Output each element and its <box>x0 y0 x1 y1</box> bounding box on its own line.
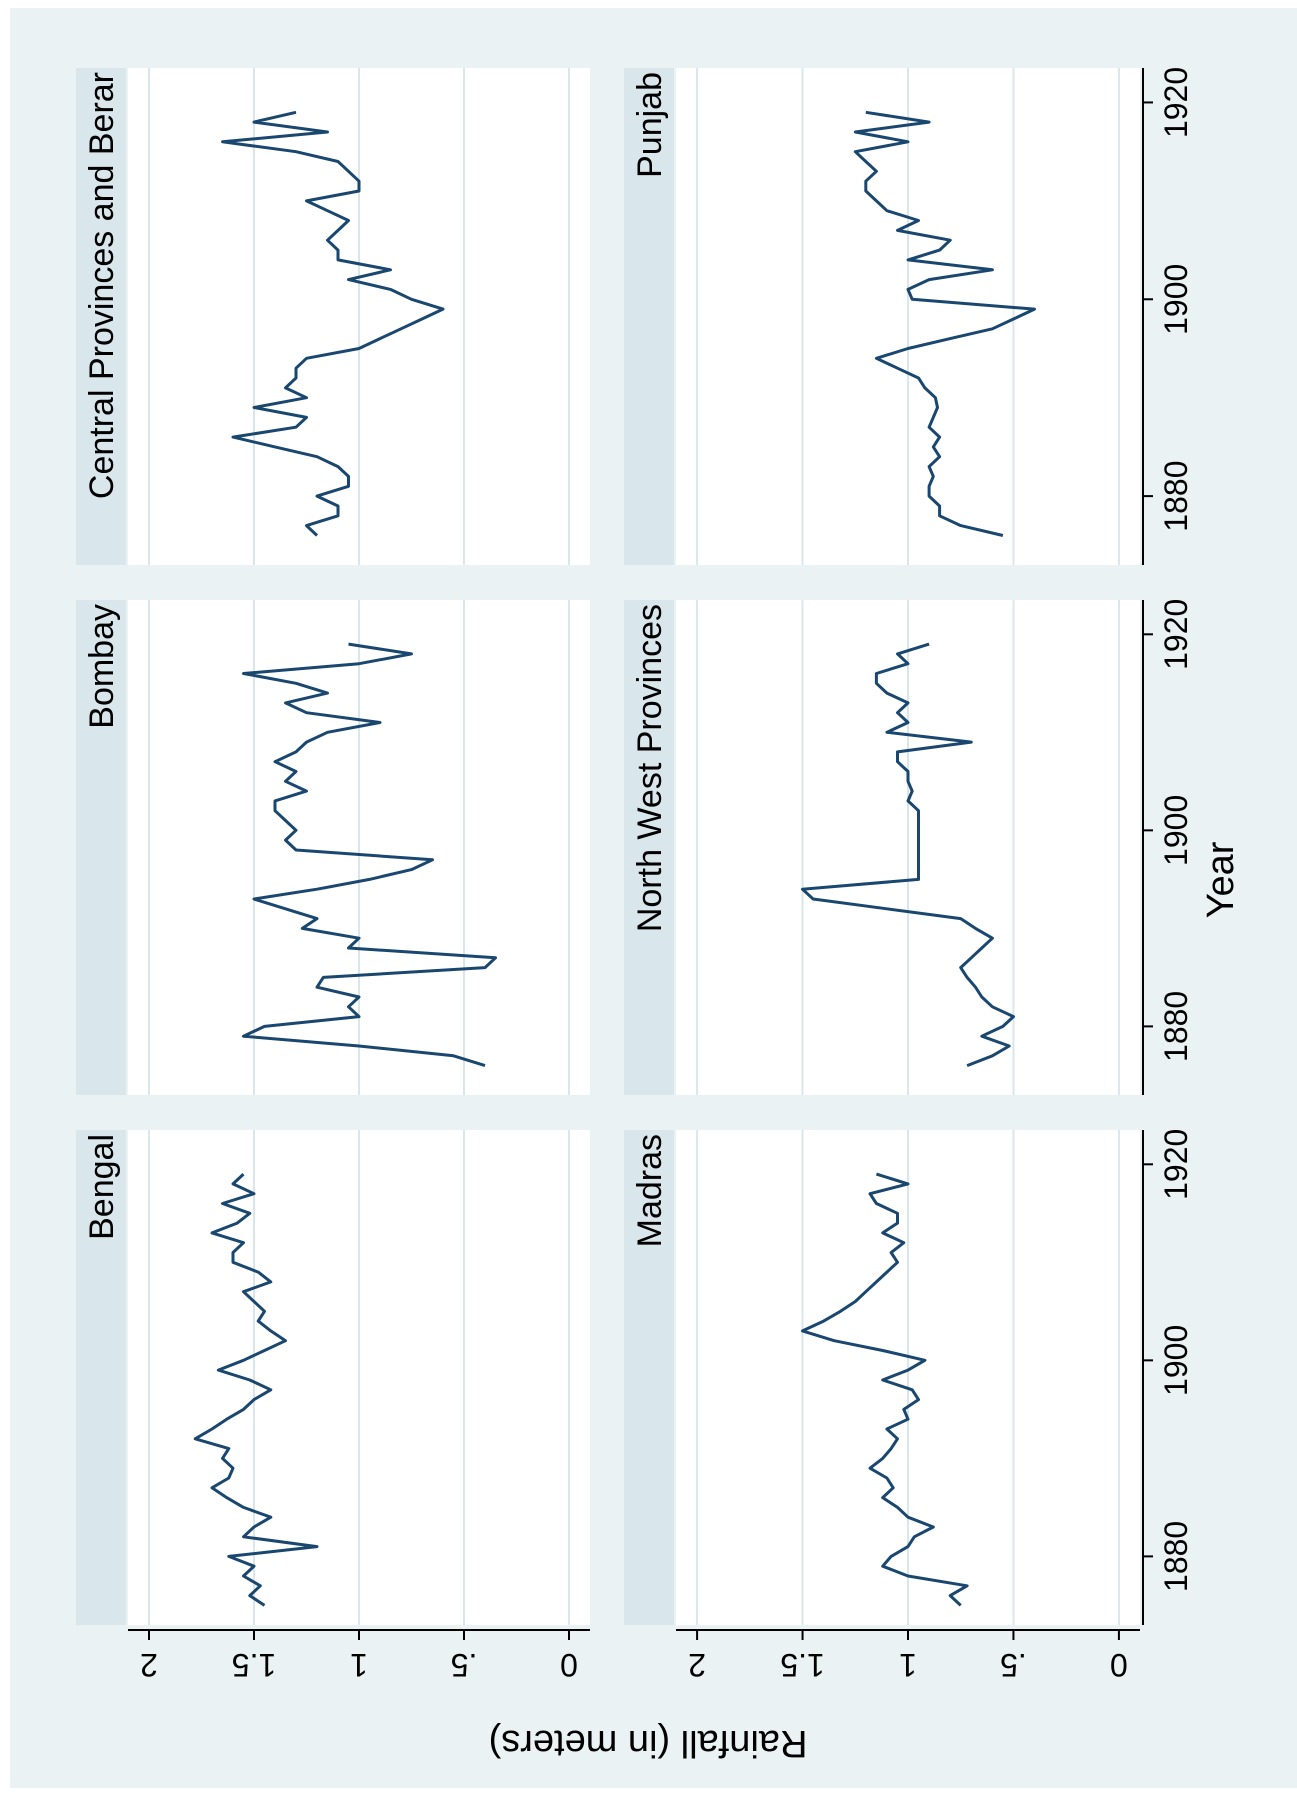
y-tick-label: 1 <box>350 1647 368 1683</box>
y-tick-label: 1.5 <box>232 1647 276 1683</box>
panel-strip <box>624 600 674 1095</box>
y-tick-label: 2 <box>688 1647 706 1683</box>
panel-north-west-provinces: North West Provinces 1880 1900 1920 <box>624 599 1194 1095</box>
panel-strip <box>624 68 674 565</box>
x-tick-label: 1880 <box>1158 991 1194 1062</box>
axis-layer: Year Rainfall (in meters) <box>489 841 1242 1764</box>
x-tick-label: 1880 <box>1158 461 1194 532</box>
y-axis-title: Rainfall (in meters) <box>489 1722 808 1764</box>
panel-strip <box>624 1130 674 1625</box>
panel-bombay: Bombay <box>76 600 590 1095</box>
series-line <box>801 642 1015 1067</box>
x-tick-label: 1880 <box>1158 1521 1194 1592</box>
series-line <box>193 1173 319 1607</box>
x-tick-label: 1900 <box>1158 795 1194 866</box>
y-tick-label: 1.5 <box>780 1647 824 1683</box>
series-line <box>801 1172 969 1607</box>
x-tick-label: 1920 <box>1158 1129 1194 1200</box>
panel-strip <box>76 1130 126 1625</box>
panel-title: North West Provinces <box>631 604 669 932</box>
series-line <box>221 110 445 537</box>
panel-title: Central Provinces and Berar <box>83 72 121 499</box>
x-tick-label: 1900 <box>1158 264 1194 335</box>
x-axis-title: Year <box>1200 841 1242 918</box>
panel-title: Madras <box>631 1134 669 1247</box>
y-tick-label: 0 <box>560 1647 578 1683</box>
y-tick-label: .5 <box>1000 1647 1027 1683</box>
panel-bengal: Bengal 0 .5 1 1.5 2 <box>76 1130 590 1683</box>
x-tick-label: 1900 <box>1158 1325 1194 1396</box>
panel-punjab: Punjab 1880 1900 1920 <box>624 67 1194 565</box>
x-tick-label: 1920 <box>1158 67 1194 138</box>
panel-strip <box>76 68 126 565</box>
series-line <box>853 110 1036 537</box>
panel-madras: Madras 1880 1900 1920 0 .5 1 1.5 2 <box>624 1129 1194 1683</box>
x-tick-label: 1920 <box>1158 599 1194 670</box>
y-tick-label: .5 <box>451 1647 478 1683</box>
series-line <box>242 642 497 1068</box>
panel-title: Punjab <box>631 72 669 178</box>
y-tick-label: 1 <box>899 1647 917 1683</box>
panel-title: Bengal <box>83 1134 121 1240</box>
y-tick-label: 0 <box>1110 1647 1128 1683</box>
panel-title: Bombay <box>83 604 121 729</box>
y-tick-label: 2 <box>140 1647 158 1683</box>
panel-central-provinces-and-berar: Central Provinces and Berar <box>76 68 590 565</box>
panel-strip <box>76 600 126 1095</box>
